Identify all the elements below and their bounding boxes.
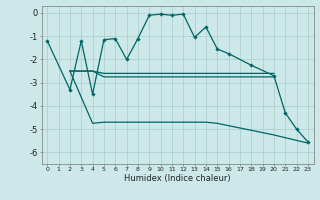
X-axis label: Humidex (Indice chaleur): Humidex (Indice chaleur) <box>124 174 231 183</box>
